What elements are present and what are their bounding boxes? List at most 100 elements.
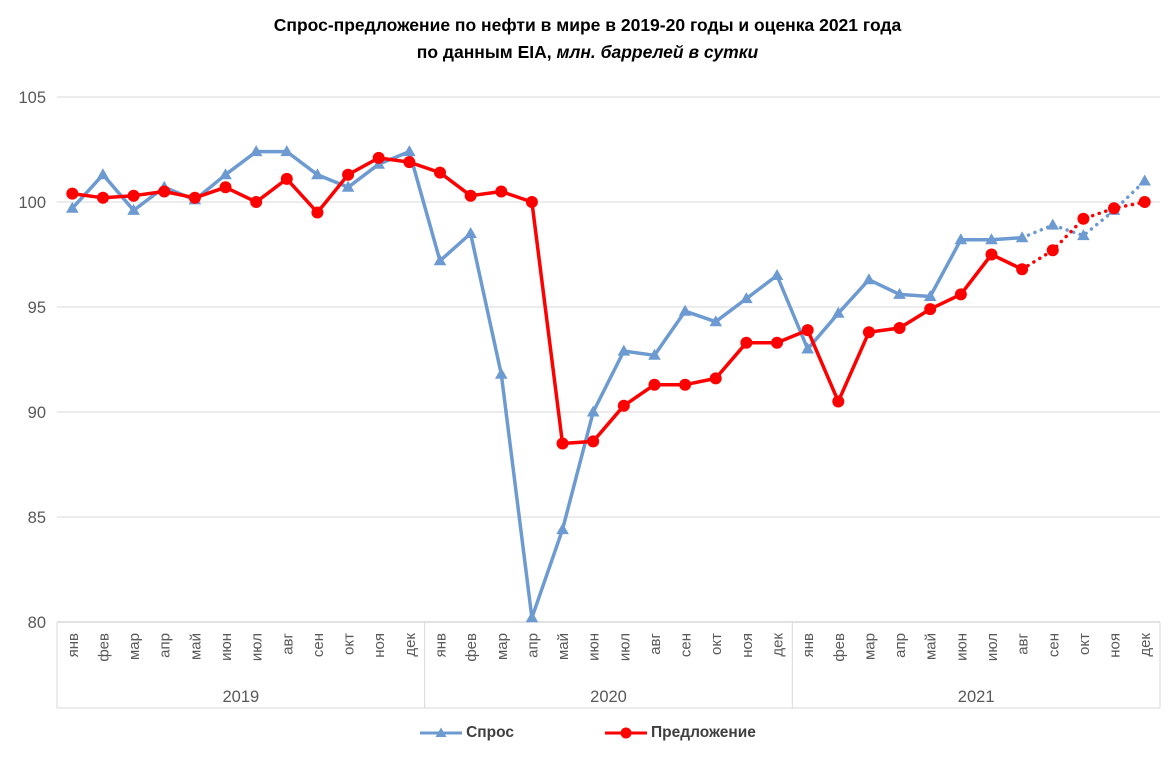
demand-line-dotted xyxy=(1020,179,1147,240)
demand-marker xyxy=(525,611,539,623)
supply-marker xyxy=(832,395,845,408)
month-label: фев xyxy=(463,633,480,662)
month-label: сен xyxy=(1045,633,1062,657)
supply-line-solid xyxy=(72,156,1023,446)
supply-marker xyxy=(954,288,967,301)
month-label: май xyxy=(187,633,204,660)
y-axis-tick-label: 80 xyxy=(28,614,46,632)
demand-marker xyxy=(433,254,447,266)
demand-marker xyxy=(311,168,324,180)
supply-marker xyxy=(648,378,661,391)
month-label: фев xyxy=(95,633,112,662)
supply-marker xyxy=(464,189,477,202)
legend-item-demand: Спрос xyxy=(419,724,514,742)
month-label: мар xyxy=(494,633,511,660)
supply-marker xyxy=(342,168,355,181)
demand-marker xyxy=(709,315,723,327)
month-label: мар xyxy=(126,633,143,660)
chart-subtitle-units: млн. баррелей в сутки xyxy=(551,42,759,62)
chart-title-block: Спрос-предложение по нефти в мире в 2019… xyxy=(0,12,1175,66)
supply-marker xyxy=(893,322,906,334)
month-label: мар xyxy=(861,633,878,660)
supply-marker xyxy=(1016,263,1029,276)
supply-marker xyxy=(587,435,600,448)
demand-marker xyxy=(862,273,876,285)
month-label: окт xyxy=(708,633,725,655)
chart-subtitle-source: по данным EIA, xyxy=(416,42,552,62)
demand-marker xyxy=(648,348,661,360)
month-label: ноя xyxy=(1107,633,1124,658)
month-label: апр xyxy=(157,633,174,658)
month-label: сен xyxy=(678,633,695,657)
y-axis-tick-label: 105 xyxy=(18,89,46,107)
demand-marker xyxy=(740,292,753,304)
demand-marker xyxy=(280,145,294,157)
supply-marker xyxy=(1138,196,1151,208)
month-label: ноя xyxy=(739,633,756,658)
demand-marker xyxy=(1015,231,1029,243)
month-label: дек xyxy=(1137,633,1154,657)
supply-marker xyxy=(679,378,692,391)
legend-demand-label: Спрос xyxy=(466,724,515,741)
supply-marker xyxy=(924,303,937,316)
demand-marker xyxy=(66,201,79,213)
supply-marker xyxy=(1108,202,1121,215)
demand-marker xyxy=(494,367,508,379)
supply-marker xyxy=(862,326,875,339)
demand-marker xyxy=(586,405,600,417)
supply-marker xyxy=(801,324,814,337)
y-axis-tick-label: 100 xyxy=(18,194,46,212)
month-label: дек xyxy=(402,633,419,657)
month-label: янв xyxy=(800,633,817,657)
year-label: 2019 xyxy=(222,688,259,706)
y-axis-tick-label: 95 xyxy=(28,299,46,317)
month-label: апр xyxy=(524,633,541,658)
demand-marker xyxy=(464,227,477,238)
supply-line-dotted xyxy=(1020,200,1147,271)
supply-marker xyxy=(1077,212,1090,225)
chart-subtitle: по данным EIA, млн. баррелей в сутки xyxy=(0,39,1175,66)
supply-marker xyxy=(250,196,263,208)
demand-marker xyxy=(403,145,416,157)
demand-marker xyxy=(770,269,784,280)
supply-marker xyxy=(433,166,446,179)
demand-marker xyxy=(678,304,692,316)
month-label: июл xyxy=(616,633,633,661)
demand-marker xyxy=(341,180,355,192)
supply-marker xyxy=(617,399,630,412)
supply-marker xyxy=(495,185,508,198)
demand-marker xyxy=(556,523,569,535)
demand-line-solid xyxy=(71,149,1023,620)
demand-marker xyxy=(249,145,263,157)
legend-item-supply: Предложение xyxy=(604,724,756,742)
supply-marker xyxy=(158,185,171,198)
demand-marker xyxy=(1138,174,1151,186)
month-label: янв xyxy=(65,633,82,657)
demand-marker xyxy=(127,203,140,215)
legend-supply-label: Предложение xyxy=(651,724,756,741)
year-label: 2021 xyxy=(958,688,995,706)
demand-marker xyxy=(1077,229,1090,241)
supply-marker xyxy=(403,156,416,169)
month-label: май xyxy=(923,633,940,660)
supply-marker xyxy=(311,206,324,219)
demand-marker xyxy=(1046,218,1060,230)
supply-marker xyxy=(771,336,784,349)
supply-marker xyxy=(127,189,140,202)
month-label: фев xyxy=(831,633,848,662)
month-label: авг xyxy=(647,632,664,654)
supply-marker xyxy=(709,372,722,385)
supply-marker xyxy=(1046,244,1059,257)
month-label: авг xyxy=(1015,632,1032,654)
supply-marker xyxy=(66,187,79,200)
supply-marker xyxy=(525,196,538,208)
month-label: дек xyxy=(770,633,787,657)
supply-marker xyxy=(372,151,385,164)
month-label: апр xyxy=(892,633,909,658)
supply-marker-icon xyxy=(605,727,648,739)
month-label: окт xyxy=(341,633,358,655)
month-label: окт xyxy=(1076,633,1093,655)
demand-marker xyxy=(617,344,631,356)
